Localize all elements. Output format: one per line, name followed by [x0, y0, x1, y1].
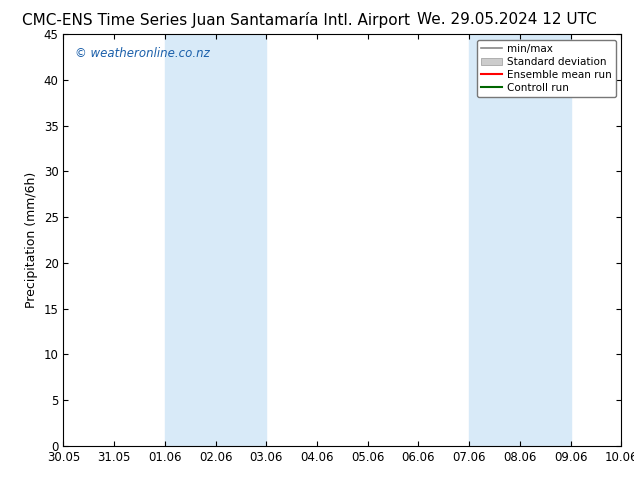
Legend: min/max, Standard deviation, Ensemble mean run, Controll run: min/max, Standard deviation, Ensemble me… — [477, 40, 616, 97]
Text: © weatheronline.co.nz: © weatheronline.co.nz — [75, 47, 209, 60]
Bar — [165, 34, 266, 446]
Text: We. 29.05.2024 12 UTC: We. 29.05.2024 12 UTC — [417, 12, 597, 27]
Text: CMC-ENS Time Series Juan Santamaría Intl. Airport: CMC-ENS Time Series Juan Santamaría Intl… — [22, 12, 410, 28]
Bar — [469, 34, 571, 446]
Y-axis label: Precipitation (mm/6h): Precipitation (mm/6h) — [25, 172, 38, 308]
